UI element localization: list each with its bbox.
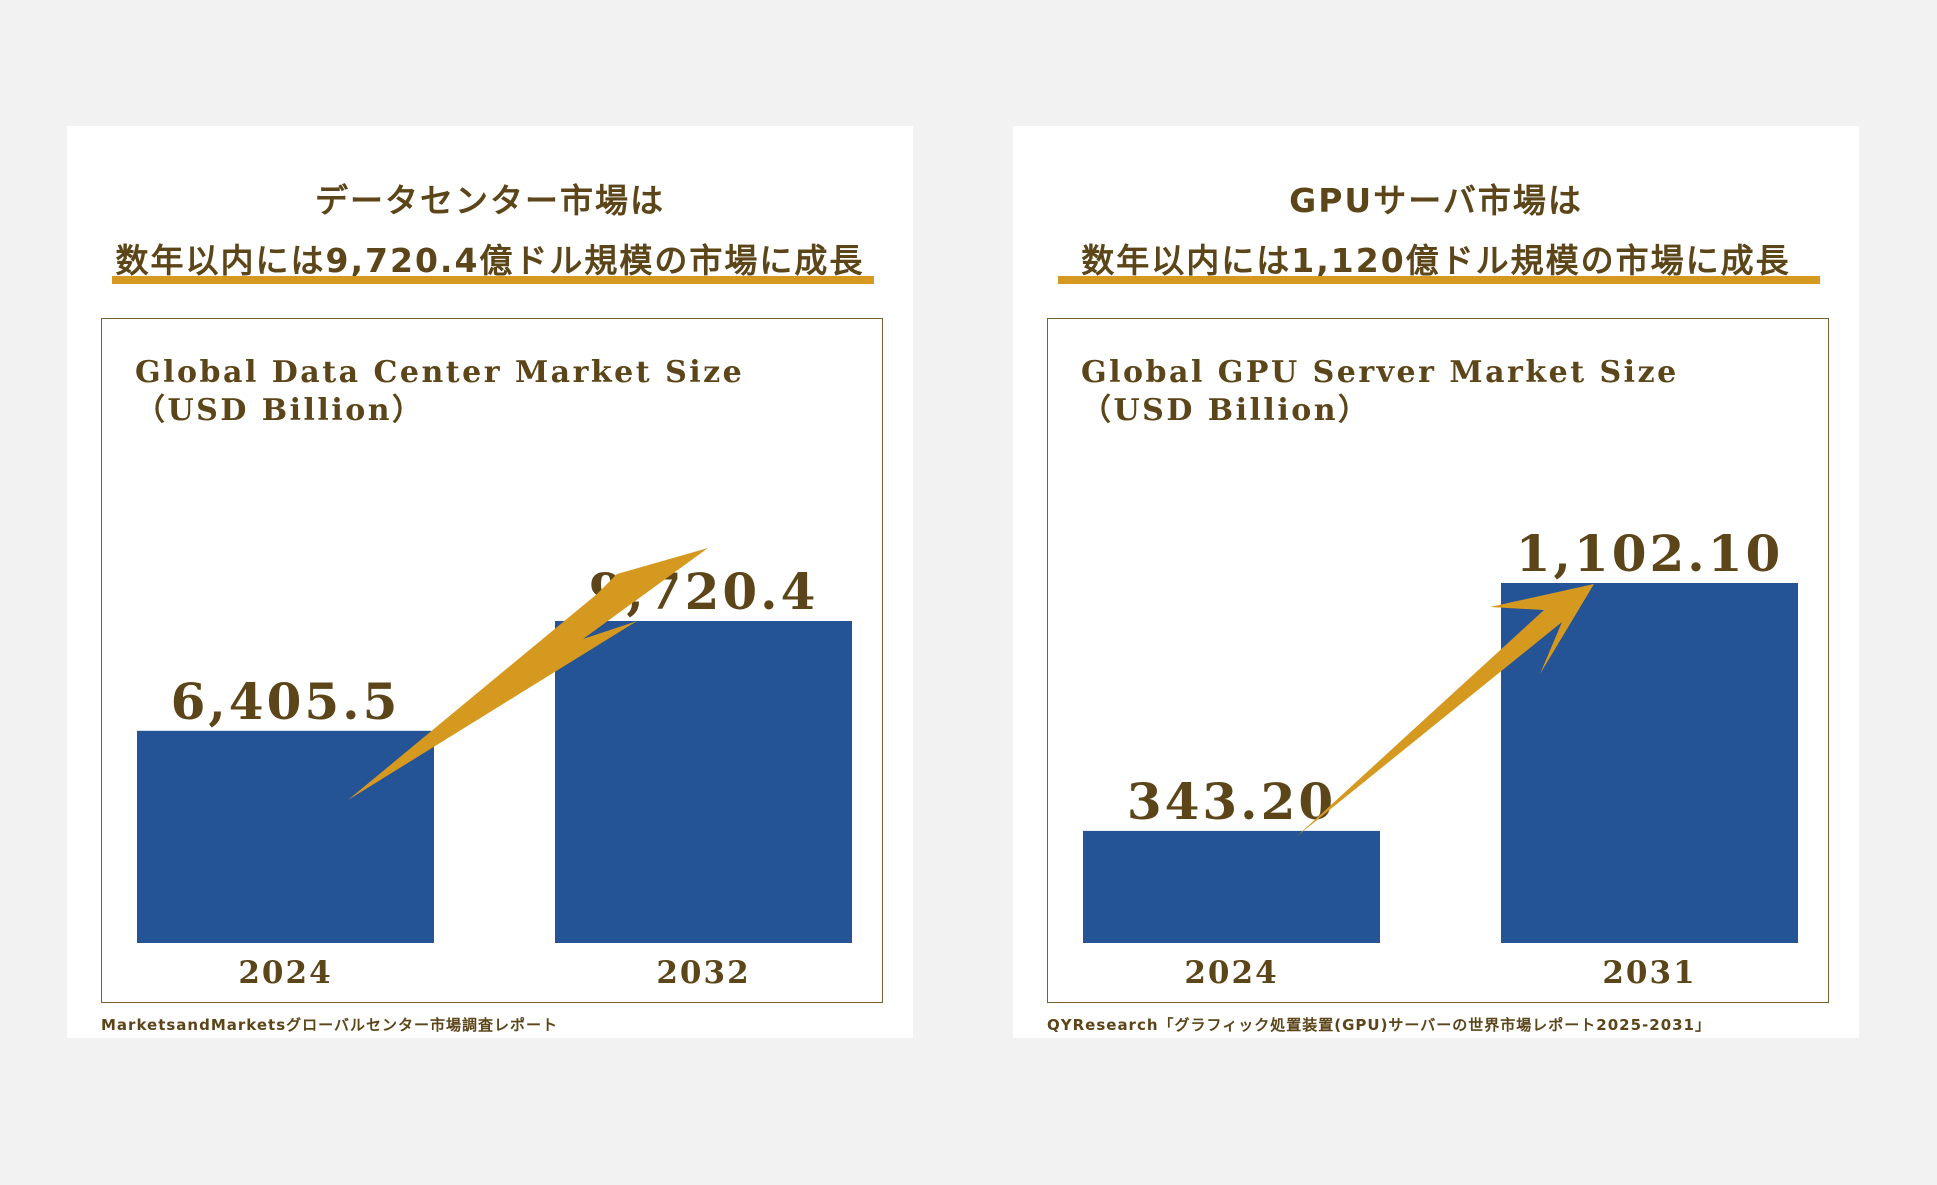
headline-line2: 数年以内には9,720.4億ドル規模の市場に成長 [115,241,865,280]
headline-line2: 数年以内には1,120億ドル規模の市場に成長 [1081,241,1791,280]
chart-title: Global GPU Server Market Size [1081,355,1679,390]
gpu-server-bar-chart: 343.20 2024 1,102.10 2031 [1083,524,1798,991]
bar-2032 [555,621,852,943]
chart-title-block: Global GPU Server Market Size （USD Billi… [1081,354,1679,430]
category-label-2024: 2024 [238,955,332,991]
growth-arrow-icon [1296,584,1594,837]
chart-frame [101,318,883,1003]
headline-line1: データセンター市場は [315,181,665,220]
growth-arrow-icon [348,548,708,800]
value-label-2024: 343.20 [1127,772,1336,831]
source-note: QYResearch「グラフィック処置装置(GPU)サーバーの世界市場レポート2… [1047,1016,1711,1034]
gpu-server-card: GPUサーバ市場は 数年以内には1,120億ドル規模の市場に成長 Global … [1013,126,1859,1038]
category-label-2024: 2024 [1184,955,1278,991]
value-label-2024: 6,405.5 [171,672,401,731]
bar-2024 [137,730,434,943]
chart-title-block: Global Data Center Market Size （USD Bill… [135,354,744,430]
category-label-2032: 2032 [656,955,750,991]
chart-title: Global Data Center Market Size [135,355,745,390]
category-label-2031: 2031 [1602,955,1696,991]
chart-frame [1047,318,1829,1003]
headline-underline [112,276,874,284]
data-center-card: データセンター市場は 数年以内には9,720.4億ドル規模の市場に成長 Glob… [67,126,913,1038]
value-label-2031: 1,102.10 [1516,524,1784,583]
bar-2031 [1501,583,1798,943]
chart-subtitle: （USD Billion） [135,393,425,428]
chart-subtitle: （USD Billion） [1081,393,1371,428]
bar-2024 [1083,830,1380,943]
headline-underline [1058,276,1820,284]
headline-line1: GPUサーバ市場は [1289,181,1583,220]
source-note: MarketsandMarketsグローバルセンター市場調査レポート [101,1016,558,1034]
